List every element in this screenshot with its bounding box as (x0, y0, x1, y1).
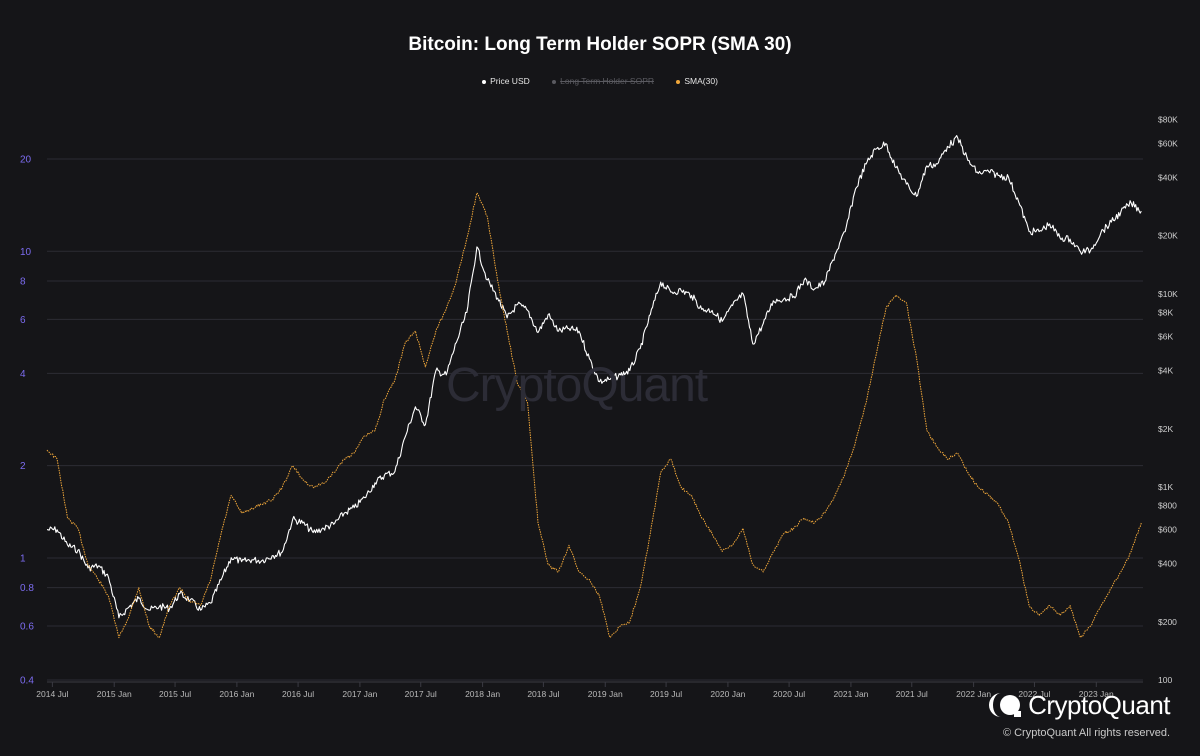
right-axis: 100 $200 $400 $600 $800 $1K $2K $4K $6K $8K $10K $2… (1158, 114, 1178, 685)
x-tick-label: 2022 Jul (1018, 689, 1050, 699)
x-tick-label: 2022 Jan (956, 689, 991, 699)
right-tick-label: $1K (1158, 482, 1173, 492)
series-lines (46, 135, 1142, 639)
left-tick-label: 1 (20, 553, 26, 564)
copyright-text: © CryptoQuant All rights reserved. (1002, 727, 1170, 739)
right-tick-label: 100 (1158, 675, 1172, 685)
brand-logo-group: CryptoQuant (988, 689, 1170, 721)
left-tick-label: 0.4 (20, 676, 34, 687)
sma30-line-group (46, 192, 1142, 639)
legend-label: SMA(30) (684, 76, 718, 86)
sma30-line (46, 192, 1142, 639)
x-tick-label: 2019 Jul (650, 689, 682, 699)
right-tick-label: $80K (1158, 114, 1178, 124)
price-line (47, 135, 1142, 619)
legend-item-sma30[interactable]: SMA(30) (676, 76, 718, 86)
x-tick-label: 2016 Jan (219, 689, 254, 699)
watermark-text: CryptoQuant (446, 359, 708, 412)
x-tick-label: 2020 Jul (773, 689, 805, 699)
x-tick-label: 2023 Jan (1079, 689, 1114, 699)
right-tick-label: $40K (1158, 173, 1178, 183)
legend: Price USD Long Term Holder SOPR SMA(30) (0, 76, 1200, 86)
right-tick-label: $400 (1158, 559, 1177, 569)
x-tick-label: 2021 Jul (896, 689, 928, 699)
left-tick-label: 4 (20, 369, 26, 380)
left-tick-label: 8 (20, 277, 26, 288)
legend-dot-icon (482, 79, 487, 84)
left-tick-label: 6 (20, 315, 26, 326)
left-tick-label: 2 (20, 461, 26, 472)
chart-title: Bitcoin: Long Term Holder SOPR (SMA 30) (408, 34, 792, 55)
right-tick-label: $6K (1158, 332, 1173, 342)
right-tick-label: $20K (1158, 231, 1178, 241)
x-tick-label: 2021 Jan (833, 689, 868, 699)
right-tick-label: $200 (1158, 617, 1177, 627)
price-line-group (47, 135, 1142, 619)
legend-item-lth-sopr[interactable]: Long Term Holder SOPR (552, 76, 654, 86)
x-tick-label: 2017 Jan (342, 689, 377, 699)
cryptoquant-logo-icon (989, 693, 1022, 717)
x-tick-label: 2018 Jul (527, 689, 559, 699)
x-axis: 2014 Jul 2015 Jan 2015 Jul 2016 Jan 2016 Jul… (36, 681, 1143, 699)
x-tick-label: 2020 Jan (710, 689, 745, 699)
x-tick-label: 2014 Jul (36, 689, 68, 699)
x-tick-label: 2018 Jan (465, 689, 500, 699)
x-tick-label: 2016 Jul (282, 689, 314, 699)
x-tick-label: 2015 Jul (159, 689, 191, 699)
left-tick-label: 0.6 (20, 622, 34, 633)
x-tick-label: 2015 Jan (97, 689, 132, 699)
legend-dot-icon (676, 79, 681, 84)
legend-dot-icon (552, 79, 557, 84)
legend-label: Price USD (490, 76, 530, 86)
left-axis: 0.4 0.6 0.8 1 2 4 6 8 10 20 (20, 154, 34, 686)
x-tick-label: 2017 Jul (405, 689, 437, 699)
right-tick-label: $8K (1158, 308, 1173, 318)
right-tick-label: $800 (1158, 501, 1177, 511)
left-tick-label: 0.8 (20, 583, 34, 594)
right-tick-label: $10K (1158, 289, 1178, 299)
left-tick-label: 10 (20, 247, 32, 258)
legend-label: Long Term Holder SOPR (560, 76, 654, 86)
right-tick-label: $4K (1158, 366, 1173, 376)
x-tick-label: 2019 Jan (588, 689, 623, 699)
left-tick-label: 20 (20, 154, 32, 165)
right-tick-label: $2K (1158, 424, 1173, 434)
legend-item-price[interactable]: Price USD (482, 76, 530, 86)
right-tick-label: $60K (1158, 139, 1178, 149)
right-tick-label: $600 (1158, 525, 1177, 535)
brand-name: CryptoQuant (1028, 689, 1170, 720)
